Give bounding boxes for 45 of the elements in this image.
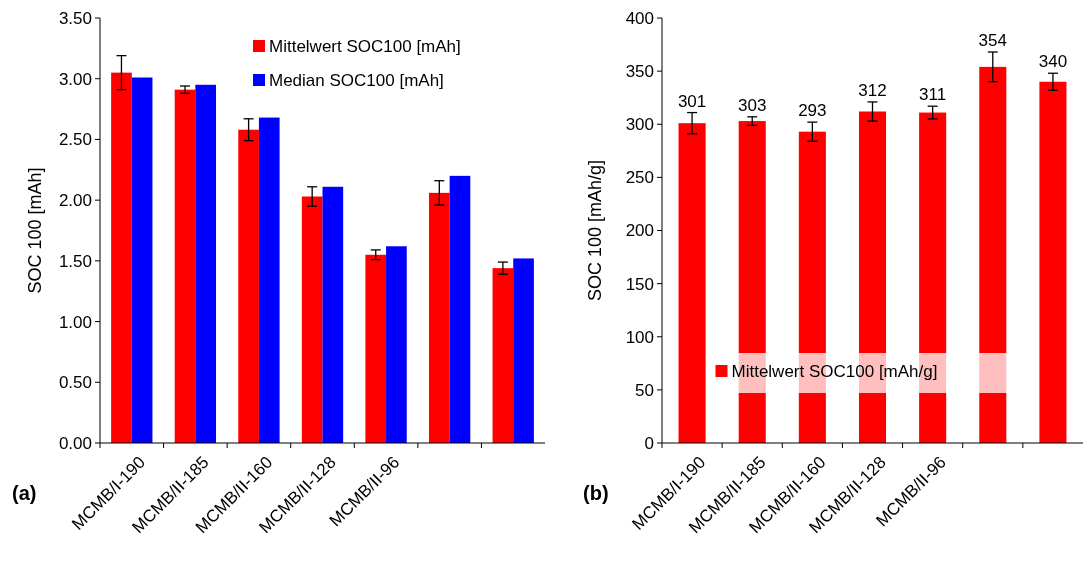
legend-label: Median SOC100 [mAh] — [269, 71, 444, 90]
y-tick-label: 250 — [625, 168, 654, 188]
data-label: 340 — [1038, 52, 1068, 72]
bar — [513, 258, 534, 443]
data-label: 301 — [677, 91, 707, 111]
bar — [365, 254, 387, 443]
y-tick-label: 2.50 — [58, 130, 92, 150]
y-tick-label: 2.00 — [58, 191, 92, 211]
bar — [386, 246, 407, 443]
bar — [111, 72, 132, 443]
y-axis-title: SOC 100 [mAh] — [24, 167, 45, 294]
bar — [131, 77, 153, 443]
bar — [301, 196, 323, 443]
bar — [428, 192, 450, 443]
y-tick-label: 200 — [625, 221, 654, 241]
y-tick-label: 1.00 — [58, 312, 92, 332]
data-label: 354 — [978, 31, 1007, 50]
bar — [258, 117, 280, 443]
text: (b) — [583, 482, 609, 504]
y-tick-label: 0.50 — [58, 373, 92, 393]
data-label: 293 — [798, 101, 827, 121]
bar — [174, 89, 196, 443]
y-tick-label: 1.50 — [58, 251, 92, 271]
legend-label: Mittelwert SOC100 [mAh/g] — [731, 362, 938, 381]
y-axis-title: SOC 100 [mAh/g] — [584, 159, 605, 302]
y-tick-label: 400 — [625, 8, 654, 28]
y-tick-label: 350 — [625, 62, 654, 82]
y-tick-label: 150 — [625, 274, 654, 294]
y-tick-label: 0.00 — [58, 433, 92, 453]
y-tick-label: 300 — [625, 115, 654, 135]
data-label: 311 — [919, 85, 947, 105]
data-label: 312 — [858, 80, 887, 100]
y-tick-label: 100 — [625, 327, 654, 347]
bar — [322, 186, 344, 443]
bar — [449, 175, 471, 443]
bar — [195, 84, 217, 443]
y-tick-label: 50 — [635, 380, 654, 400]
bar — [492, 268, 514, 443]
data-label: 303 — [738, 95, 767, 115]
y-tick-label: 3.50 — [58, 8, 92, 28]
text: (a) — [12, 482, 37, 504]
y-tick-label: 0 — [644, 433, 654, 453]
y-tick-label: 3.00 — [58, 69, 92, 89]
legend-label: Mittelwert SOC100 [mAh] — [269, 37, 461, 56]
bar — [238, 129, 259, 443]
